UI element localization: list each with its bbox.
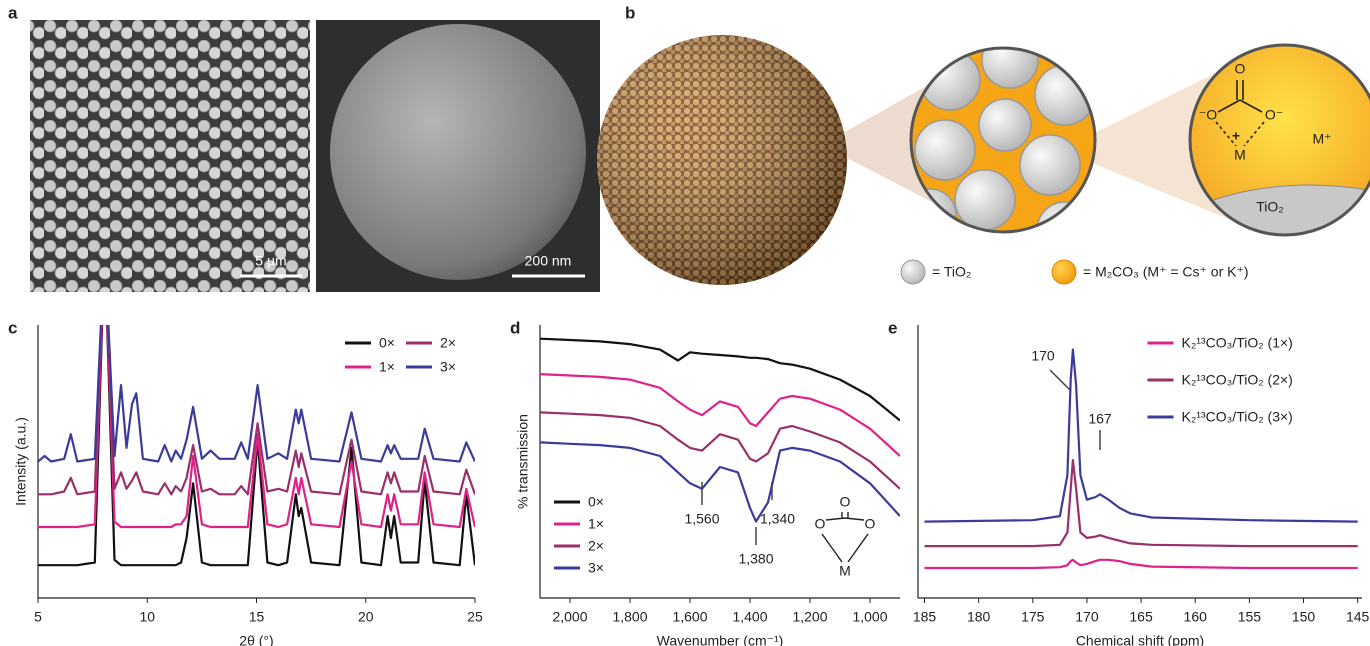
legend-label: K₂¹³CO₃/TiO₂ (2×) bbox=[1182, 372, 1293, 388]
x-tick-label: 20 bbox=[358, 609, 374, 625]
series-line bbox=[540, 412, 900, 488]
legend-label: = TiO₂ bbox=[932, 264, 971, 280]
figure: a 5 µm 200 nm b O ⁻O O⁻ + M M⁺ TiO₂ = Ti… bbox=[0, 0, 1370, 646]
legend-label: 2× bbox=[440, 335, 456, 351]
y-axis-label: % transmission bbox=[515, 414, 531, 509]
legend-label: = M₂CO₃ (M⁺ = Cs⁺ or K⁺) bbox=[1083, 264, 1249, 280]
charge: + bbox=[1232, 128, 1240, 144]
x-tick-label: 170 bbox=[1075, 609, 1099, 625]
x-tick-label: 10 bbox=[139, 609, 155, 625]
panel-label: e bbox=[888, 318, 897, 337]
scale-label: 200 nm bbox=[525, 253, 572, 269]
inset-bonds bbox=[822, 512, 868, 562]
atom: ⁻O bbox=[1199, 107, 1217, 123]
annotation: 170 bbox=[1031, 348, 1055, 364]
x-tick-label: 175 bbox=[1021, 609, 1045, 625]
x-tick-label: 1,600 bbox=[672, 609, 707, 625]
x-tick-label: 2,000 bbox=[552, 609, 587, 625]
sphere-shade bbox=[597, 35, 847, 285]
x-tick-label: 155 bbox=[1238, 609, 1262, 625]
series-line bbox=[540, 339, 900, 421]
legend-label: K₂¹³CO₃/TiO₂ (1×) bbox=[1182, 335, 1293, 351]
panel-label: b bbox=[625, 3, 635, 22]
atom: M bbox=[1234, 147, 1246, 163]
support-label: TiO₂ bbox=[1256, 199, 1283, 215]
x-tick-label: 1,000 bbox=[852, 609, 887, 625]
atom: O bbox=[1235, 61, 1246, 77]
annotation: 167 bbox=[1088, 411, 1112, 427]
legend-label: 0× bbox=[379, 335, 395, 351]
x-tick-label: 150 bbox=[1292, 609, 1316, 625]
x-tick-label: 5 bbox=[34, 609, 42, 625]
annotation: 1,340 bbox=[760, 511, 795, 527]
x-tick-label: 1,400 bbox=[732, 609, 767, 625]
series-line bbox=[925, 560, 1358, 568]
cation: M⁺ bbox=[1312, 131, 1331, 147]
sem-image bbox=[30, 20, 310, 292]
annotation: 1,380 bbox=[738, 551, 773, 567]
panel-label: a bbox=[8, 3, 18, 22]
inset-atom: O bbox=[865, 516, 876, 532]
zoom-view bbox=[904, 32, 1105, 258]
legend-swatch bbox=[901, 260, 925, 284]
legend-label: 2× bbox=[588, 538, 604, 554]
legend-label: 1× bbox=[588, 516, 604, 532]
atom: O⁻ bbox=[1265, 107, 1283, 123]
legend-label: 3× bbox=[588, 560, 604, 576]
y-axis-label: Intensity (a.u.) bbox=[13, 417, 29, 506]
inset-atom: O bbox=[840, 494, 851, 510]
x-tick-label: 25 bbox=[467, 609, 483, 625]
x-axis-label: Wavenumber (cm⁻¹) bbox=[657, 633, 784, 646]
inset-atom: O bbox=[815, 516, 826, 532]
legend-swatch bbox=[1052, 260, 1076, 284]
legend-label: 1× bbox=[379, 359, 395, 375]
series-line bbox=[925, 460, 1358, 546]
x-tick-label: 165 bbox=[1129, 609, 1153, 625]
annotation: 1,560 bbox=[684, 511, 719, 527]
x-axis-label: 2θ (°) bbox=[239, 633, 273, 646]
x-tick-label: 180 bbox=[967, 609, 991, 625]
x-tick-label: 145 bbox=[1346, 609, 1370, 625]
x-tick-label: 15 bbox=[249, 609, 265, 625]
inset-atom: M bbox=[839, 563, 851, 579]
scale-label: 5 µm bbox=[255, 253, 286, 269]
legend-label: K₂¹³CO₃/TiO₂ (3×) bbox=[1182, 409, 1293, 425]
x-axis-label: Chemical shift (ppm) bbox=[1076, 633, 1204, 646]
annotation-line bbox=[1050, 370, 1070, 390]
x-tick-label: 160 bbox=[1184, 609, 1208, 625]
x-tick-label: 185 bbox=[913, 609, 937, 625]
panel-label: d bbox=[510, 318, 520, 337]
sem-sphere bbox=[330, 24, 586, 280]
legend-label: 3× bbox=[440, 359, 456, 375]
x-tick-label: 1,200 bbox=[792, 609, 827, 625]
x-tick-label: 1,800 bbox=[612, 609, 647, 625]
panel-label: c bbox=[8, 318, 17, 337]
legend-label: 0× bbox=[588, 494, 604, 510]
series-line bbox=[540, 442, 900, 521]
